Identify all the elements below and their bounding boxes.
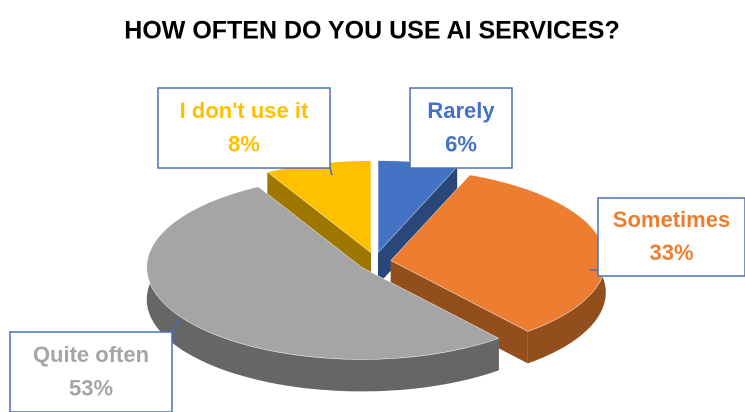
category-label: Quite often <box>33 342 149 367</box>
chart-title: HOW OFTEN DO YOU USE AI SERVICES? <box>124 17 619 45</box>
category-label: Rarely <box>427 98 495 123</box>
value-label: 6% <box>445 131 477 156</box>
callout-pointer <box>329 167 333 176</box>
slice-edge <box>146 186 499 392</box>
category-label: I don't use it <box>180 98 309 123</box>
callout-box <box>409 87 513 169</box>
slice <box>146 186 500 360</box>
callout-box <box>597 197 745 277</box>
callout-box <box>9 331 173 412</box>
callout-box <box>157 87 331 169</box>
category-label: Sometimes <box>613 207 730 232</box>
value-label: 33% <box>649 240 693 265</box>
value-label: 8% <box>228 131 260 156</box>
callout-pointer <box>171 317 181 333</box>
value-label: 53% <box>69 375 113 400</box>
